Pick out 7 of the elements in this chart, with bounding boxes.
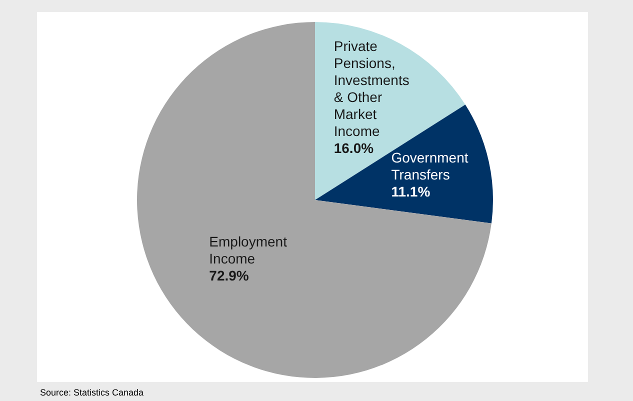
- source-note: Source: Statistics Canada: [40, 388, 144, 398]
- data-label: 11.1%: [391, 184, 431, 200]
- data-label: 16.0%: [334, 140, 374, 156]
- data-label: 72.9%: [209, 268, 250, 284]
- slice-label: Private Pensions, Investments & Other Market Income: [334, 38, 410, 140]
- slice-label: Government Transfers: [391, 150, 468, 183]
- slice-label: Employment Income: [209, 234, 288, 267]
